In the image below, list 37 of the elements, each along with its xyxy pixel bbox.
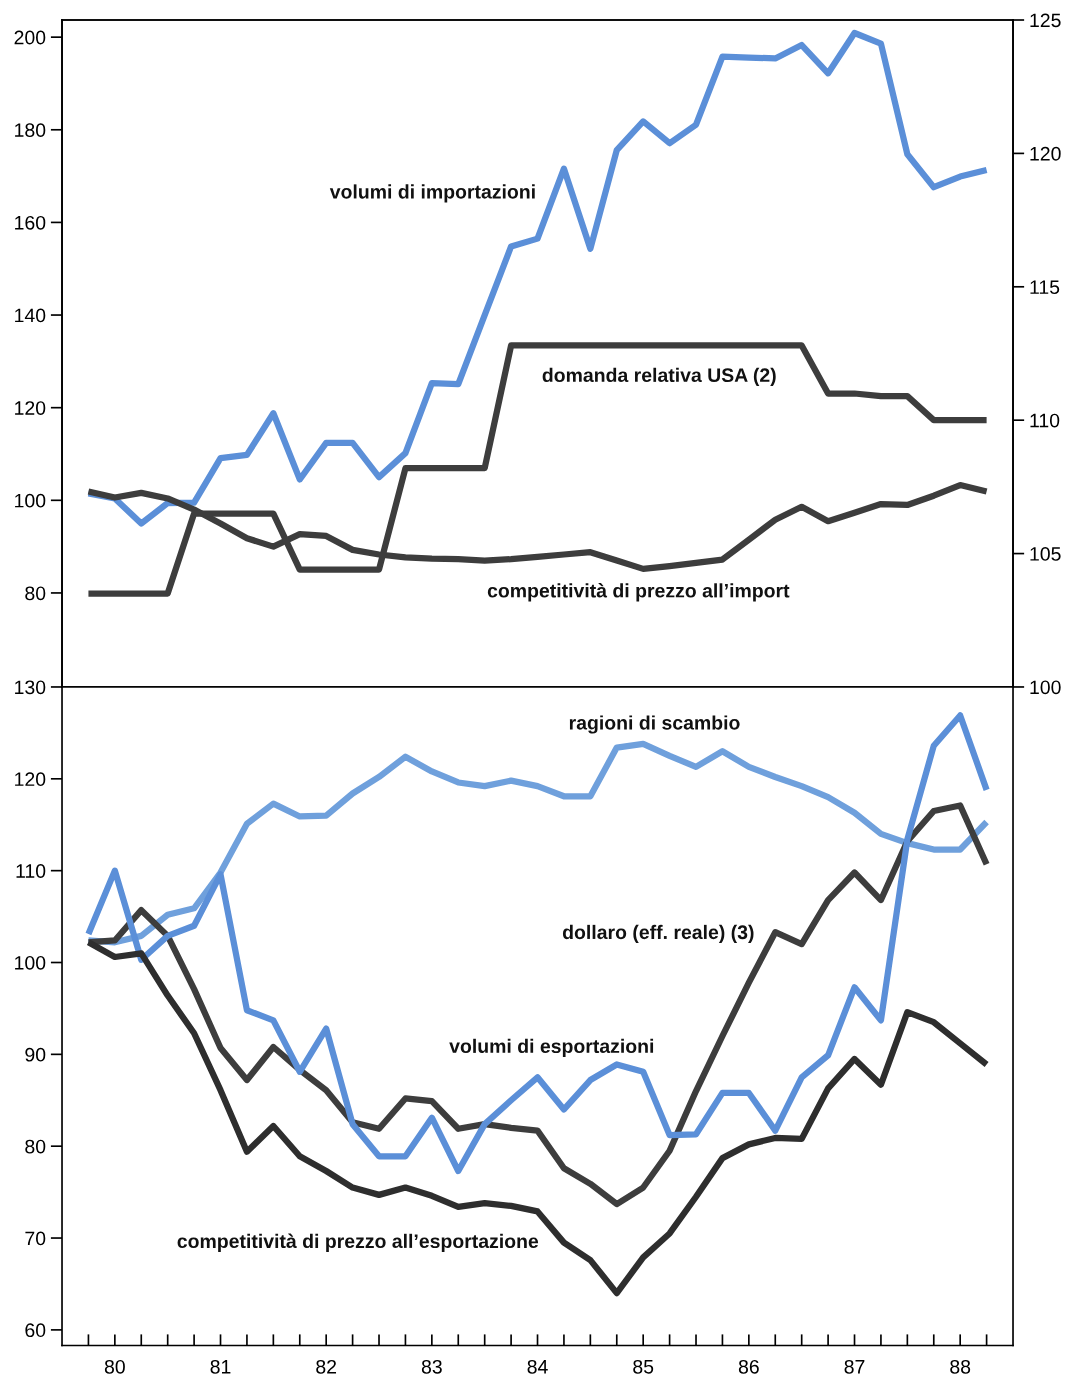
x-tick-label: 88: [950, 1359, 971, 1374]
y-tick-label: 130: [15, 680, 46, 695]
y-tick-label: 160: [15, 215, 46, 230]
y-tick-label: 70: [25, 1231, 46, 1246]
x-tick-label: 83: [421, 1359, 442, 1374]
series-label: volumi di importazioni: [329, 184, 535, 203]
x-tick-label: 82: [316, 1359, 337, 1374]
series-label: dollaro (eff. reale) (3): [562, 924, 754, 943]
y-tick-label: 140: [15, 308, 46, 323]
x-tick-label: 85: [633, 1359, 654, 1374]
y-tick-label: 120: [15, 401, 46, 415]
y2-tick-label: 100: [1030, 680, 1061, 695]
x-tick-label: 86: [738, 1359, 759, 1374]
x-tick-label: 80: [104, 1359, 125, 1374]
y-tick-label: 80: [25, 586, 46, 601]
y2-tick-label: 115: [1030, 280, 1060, 295]
y-tick-label: 60: [25, 1323, 46, 1338]
series-label: volumi di esportazioni: [449, 1038, 654, 1057]
y-tick-label: 100: [15, 955, 46, 970]
y2-tick-label: 120: [1030, 146, 1061, 161]
y-tick-label: 90: [25, 1047, 46, 1062]
y2-tick-label: 110: [1030, 413, 1060, 428]
y2-tick-label: 125: [1030, 13, 1061, 28]
y2-tick-label: 105: [1030, 547, 1061, 561]
series-label: ragioni di scambio: [569, 715, 740, 734]
series-label: competitività di prezzo all’import: [487, 583, 790, 602]
x-tick-label: 81: [210, 1359, 231, 1374]
x-tick-label: 87: [844, 1359, 865, 1374]
series-label: domanda relativa USA (2): [542, 367, 776, 386]
y-tick-label: 110: [16, 864, 46, 878]
x-tick-label: 84: [527, 1359, 548, 1374]
y-tick-label: 200: [14, 30, 46, 45]
y-tick-label: 120: [15, 772, 46, 787]
series-label: competitività di prezzo all’esportazione: [177, 1233, 539, 1252]
y-tick-label: 180: [15, 123, 46, 138]
y-tick-label: 100: [15, 493, 46, 508]
y-tick-label: 80: [25, 1139, 46, 1154]
